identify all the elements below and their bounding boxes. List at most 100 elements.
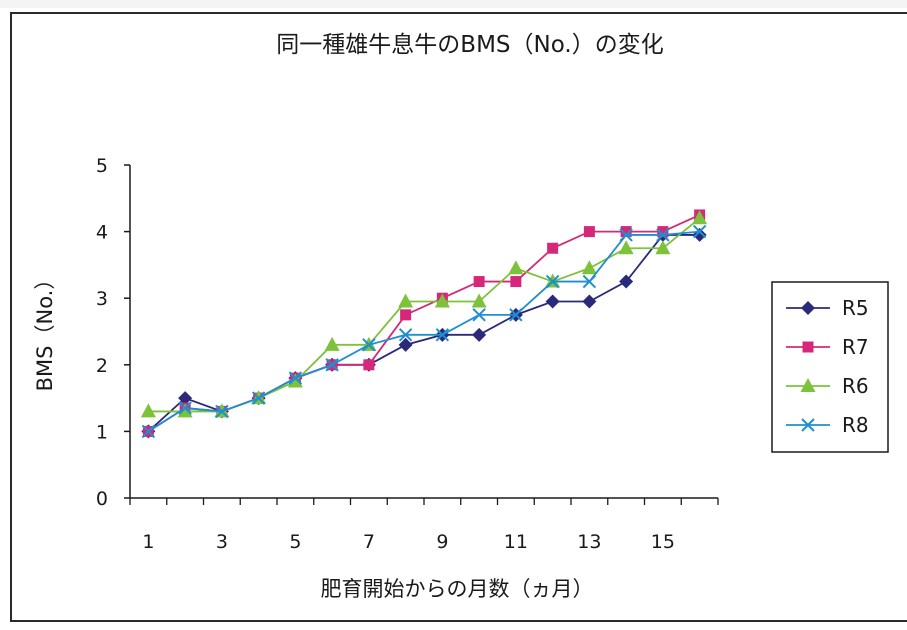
data-point-r8 <box>435 328 450 342</box>
data-point-r6 <box>581 260 597 275</box>
x-tick-label: 15 <box>651 531 675 553</box>
data-point-r8-stroke <box>582 274 597 289</box>
data-point-r8 <box>619 228 633 242</box>
data-point-r8 <box>178 401 192 415</box>
data-point-r8 <box>692 224 707 239</box>
data-point-r5 <box>472 327 487 342</box>
data-point-r8-stroke <box>251 391 266 405</box>
data-point-r8 <box>545 274 560 289</box>
data-point-r6 <box>177 403 193 418</box>
data-point-r8 <box>656 228 670 242</box>
legend-label: R6 <box>842 374 869 398</box>
data-point-r8 <box>398 328 413 342</box>
legend-marker-stroke <box>801 418 815 432</box>
data-point-r6 <box>324 336 340 351</box>
data-point-r5 <box>692 227 707 242</box>
data-point-r7 <box>510 276 522 288</box>
data-point-r5 <box>545 294 560 309</box>
data-point-r8 <box>325 358 339 372</box>
x-tick-label: 9 <box>436 531 448 553</box>
data-point-r6 <box>434 293 450 308</box>
x-tick-label: 3 <box>216 531 228 553</box>
y-axis-label: BMS（No.） <box>33 269 57 392</box>
data-point-r8-stroke <box>398 328 413 342</box>
series-r7 <box>142 209 706 437</box>
data-point-r5 <box>178 391 193 406</box>
legend-entry-r6: R6 <box>786 374 869 398</box>
data-point-r8-stroke <box>215 404 229 419</box>
y-tick-label: 3 <box>96 288 108 310</box>
legend-label: R8 <box>842 413 869 437</box>
data-point-r8-stroke <box>509 308 523 322</box>
x-tick-label: 11 <box>504 531 528 553</box>
data-point-r6 <box>508 260 524 275</box>
data-point-r8-stroke <box>435 328 450 342</box>
legend-marker <box>801 301 815 315</box>
x-axis-label: 肥育開始からの月数（ヵ月） <box>321 577 594 601</box>
y-tick-label: 5 <box>96 155 108 177</box>
data-point-r8 <box>582 274 597 289</box>
data-point-r5 <box>619 274 634 289</box>
data-point-r8-stroke <box>619 228 633 242</box>
data-point-r8-stroke <box>545 274 560 289</box>
data-point-r8-stroke <box>325 358 339 372</box>
legend-entry-r7: R7 <box>786 335 869 359</box>
series-r8 <box>141 224 707 439</box>
axes <box>124 164 719 505</box>
legend-entry-r8: R8 <box>786 413 869 437</box>
data-point-r5 <box>582 294 597 309</box>
data-point-r8-stroke <box>288 371 303 385</box>
series-line-r5 <box>147 234 700 433</box>
x-tick-label: 5 <box>289 531 301 553</box>
data-point-r8-stroke <box>141 424 156 439</box>
y-tick-label: 1 <box>96 421 108 443</box>
series-line-r8 <box>147 230 700 433</box>
y-tick-label: 0 <box>96 488 108 510</box>
data-point-r8 <box>288 371 303 385</box>
data-point-r8 <box>141 424 156 439</box>
data-point-r8 <box>472 308 486 322</box>
data-point-r7 <box>657 226 669 238</box>
legend-marker <box>802 341 814 353</box>
data-point-r7 <box>400 309 412 321</box>
legend-label: R7 <box>842 335 869 359</box>
data-point-r7 <box>547 242 559 254</box>
data-point-r6 <box>618 240 634 255</box>
legend-label: R5 <box>842 296 869 320</box>
data-point-r8 <box>215 404 229 419</box>
data-point-r8-stroke <box>656 228 670 242</box>
data-point-r6 <box>655 240 671 255</box>
chart-frame <box>10 12 907 622</box>
data-point-r8-stroke <box>472 308 486 322</box>
data-point-r7 <box>583 226 595 238</box>
data-point-r8-stroke <box>178 401 192 415</box>
x-tick-label: 7 <box>363 531 375 553</box>
data-point-r8 <box>362 338 376 352</box>
data-point-r7 <box>620 226 632 238</box>
x-tick-label: 1 <box>142 531 154 553</box>
legend-marker <box>801 418 815 432</box>
y-tick-label: 4 <box>96 222 108 244</box>
data-point-r5 <box>398 337 413 352</box>
y-tick-label: 2 <box>96 355 108 377</box>
data-point-r8 <box>251 391 266 405</box>
data-point-r8 <box>509 308 523 322</box>
data-point-r6 <box>287 373 303 388</box>
legend-box <box>771 281 889 453</box>
data-point-r7 <box>473 276 485 288</box>
x-tick-label: 13 <box>577 531 601 553</box>
legend: R5 R7 R6 R8 <box>771 281 889 453</box>
data-point-r8-stroke <box>692 224 707 239</box>
data-point-r6 <box>140 403 156 418</box>
scan-artifact <box>0 0 907 8</box>
data-point-r6 <box>692 210 708 225</box>
legend-entry-r5: R5 <box>786 296 869 320</box>
series-group <box>140 209 708 439</box>
chart-title: 同一種雄牛息牛のBMS（No.）の変化 <box>276 32 663 58</box>
data-point-r8-stroke <box>362 338 376 352</box>
legend-marker <box>800 378 816 392</box>
data-point-r7 <box>363 359 375 371</box>
data-point-r6 <box>398 293 414 308</box>
